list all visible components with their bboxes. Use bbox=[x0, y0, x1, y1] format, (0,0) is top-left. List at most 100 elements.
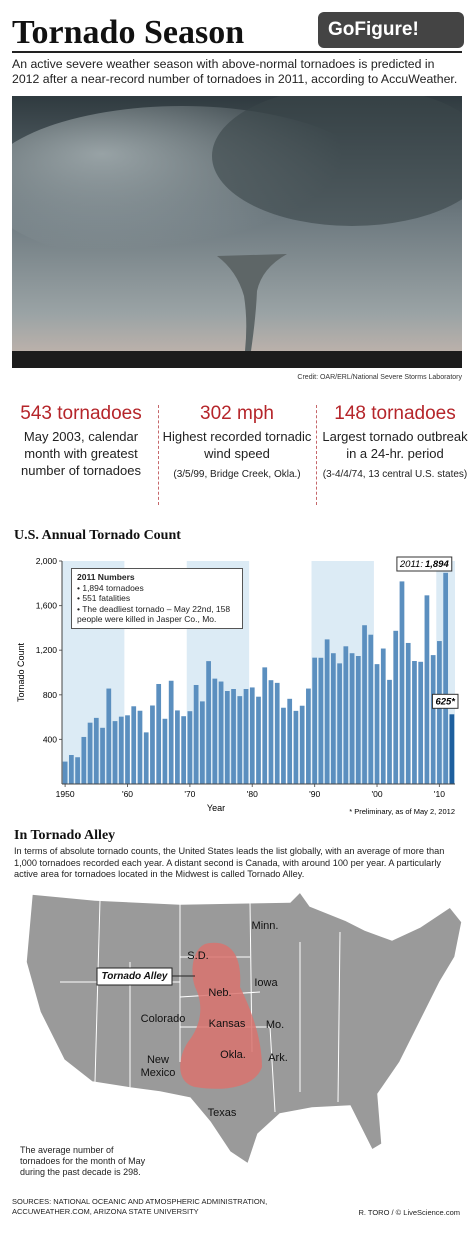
bar bbox=[418, 661, 424, 784]
inset-item: 1,894 tornadoes bbox=[77, 583, 237, 594]
map-label: Mo. bbox=[265, 1019, 285, 1031]
bar bbox=[224, 691, 230, 784]
map-label: New Mexico bbox=[140, 1054, 176, 1079]
bar bbox=[243, 689, 249, 784]
bar bbox=[306, 688, 311, 784]
bar bbox=[187, 711, 193, 784]
value-label-box bbox=[431, 693, 459, 709]
bar bbox=[405, 642, 411, 784]
x-tick-label: 1950 bbox=[56, 789, 75, 799]
bar bbox=[349, 653, 355, 784]
bar bbox=[93, 717, 99, 784]
bar bbox=[380, 648, 386, 784]
bar bbox=[437, 641, 442, 784]
map-label: Okla. bbox=[220, 1049, 246, 1061]
bar bbox=[430, 655, 436, 784]
stat: 148 tornadoes Largest tornado outbreak in… bbox=[320, 402, 470, 481]
map-label: S.D. bbox=[187, 950, 209, 962]
stat-detail: (3/5/99, Bridge Creek, Okla.) bbox=[173, 469, 301, 480]
bar bbox=[355, 655, 361, 784]
map bbox=[25, 890, 463, 1166]
y-tick-label: 800 bbox=[43, 690, 57, 700]
stat: 302 mph Highest recorded tornadic wind sp… bbox=[162, 402, 312, 481]
bar bbox=[368, 634, 374, 784]
x-axis-label: Year bbox=[207, 803, 225, 813]
divider bbox=[316, 405, 317, 505]
bar bbox=[118, 716, 124, 784]
note: * Preliminary, as of May 2, 2012 bbox=[349, 807, 455, 816]
chart-title: U.S. Annual Tornado Count bbox=[14, 528, 181, 543]
bar bbox=[100, 727, 105, 784]
bar bbox=[424, 595, 430, 784]
bar bbox=[125, 715, 130, 784]
section-heading: In Tornado Alley bbox=[14, 828, 116, 843]
bar bbox=[337, 663, 342, 784]
y-tick-label: 1,200 bbox=[36, 645, 58, 655]
bar bbox=[181, 716, 187, 784]
map-note: The average number of tornadoes for the … bbox=[20, 1145, 146, 1177]
map-label: Colorado bbox=[140, 1013, 186, 1025]
bar bbox=[156, 683, 162, 784]
bar bbox=[399, 581, 405, 784]
bar bbox=[237, 696, 243, 784]
bar bbox=[387, 679, 392, 784]
bar bbox=[143, 732, 149, 784]
value-label: 1,894 bbox=[425, 559, 449, 570]
map-label: Texas bbox=[207, 1107, 237, 1119]
x-tick-label: '00 bbox=[371, 789, 382, 799]
map-label: Ark. bbox=[268, 1052, 288, 1064]
bar bbox=[75, 757, 80, 784]
bar bbox=[249, 687, 255, 784]
inset-list: 1,894 tornadoes551 fatalitiesThe deadlie… bbox=[77, 583, 237, 625]
map-label: Kansas bbox=[208, 1018, 246, 1030]
chart: 400 800 1,200 1,600 2,000 1950 '60 '70 '80 '90 '00… bbox=[16, 556, 459, 816]
bar bbox=[343, 646, 349, 784]
stat-text: Highest recorded tornadic wind speed bbox=[162, 429, 312, 461]
bar bbox=[131, 706, 137, 784]
bar bbox=[318, 657, 324, 784]
bar bbox=[199, 701, 205, 784]
bar bbox=[449, 714, 455, 784]
inset: 2011 Numbers1,894 tornadoes551 fatalitie… bbox=[71, 568, 243, 629]
bar bbox=[162, 718, 168, 784]
map-label: Iowa bbox=[254, 977, 278, 989]
stat-detail: (3-4/4/74, 13 central U.S. states) bbox=[322, 469, 468, 480]
bar bbox=[262, 667, 268, 784]
inset-item: The deadliest tornado – May 22nd, 158 pe… bbox=[77, 604, 237, 625]
stat-figure: 302 mph bbox=[200, 403, 274, 424]
map-label: Minn. bbox=[251, 920, 279, 932]
bar bbox=[393, 630, 399, 784]
bar bbox=[287, 698, 293, 784]
photo bbox=[12, 96, 462, 368]
y-tick-label: 400 bbox=[43, 734, 57, 744]
bar bbox=[212, 678, 218, 784]
photo-credit: Credit: OAR/ERL/National Severe Storms L… bbox=[297, 374, 462, 381]
bar bbox=[374, 664, 380, 784]
tornado-alley-area bbox=[180, 942, 262, 1089]
bar bbox=[231, 689, 236, 784]
badge: GoFigure! bbox=[318, 12, 464, 48]
inset-title: 2011 Numbers bbox=[77, 572, 135, 582]
stat-text: Largest tornado outbreak in a 24-hr. per… bbox=[322, 429, 468, 461]
inset-item: 551 fatalities bbox=[77, 593, 237, 604]
bar bbox=[175, 710, 180, 784]
x-tick-label: '90 bbox=[309, 789, 320, 799]
value-label-group: 625* bbox=[431, 693, 459, 709]
y-tick-label: 1,600 bbox=[36, 601, 58, 611]
divider bbox=[158, 405, 159, 505]
credit: R. TORO / © LiveScience.com bbox=[358, 1208, 460, 1217]
bar bbox=[281, 707, 286, 784]
bar bbox=[412, 661, 417, 784]
section-text: In terms of absolute tornado counts, the… bbox=[14, 846, 445, 879]
bar bbox=[150, 705, 155, 784]
callout-label: 2011: bbox=[399, 559, 423, 570]
stat: 543 tornadoes May 2003, calendar month wi… bbox=[6, 402, 156, 479]
photo-art bbox=[12, 96, 462, 368]
bar bbox=[218, 681, 224, 784]
bar bbox=[112, 721, 118, 784]
bar bbox=[68, 755, 74, 784]
x-tick-label: '70 bbox=[184, 789, 195, 799]
bar bbox=[168, 680, 174, 784]
